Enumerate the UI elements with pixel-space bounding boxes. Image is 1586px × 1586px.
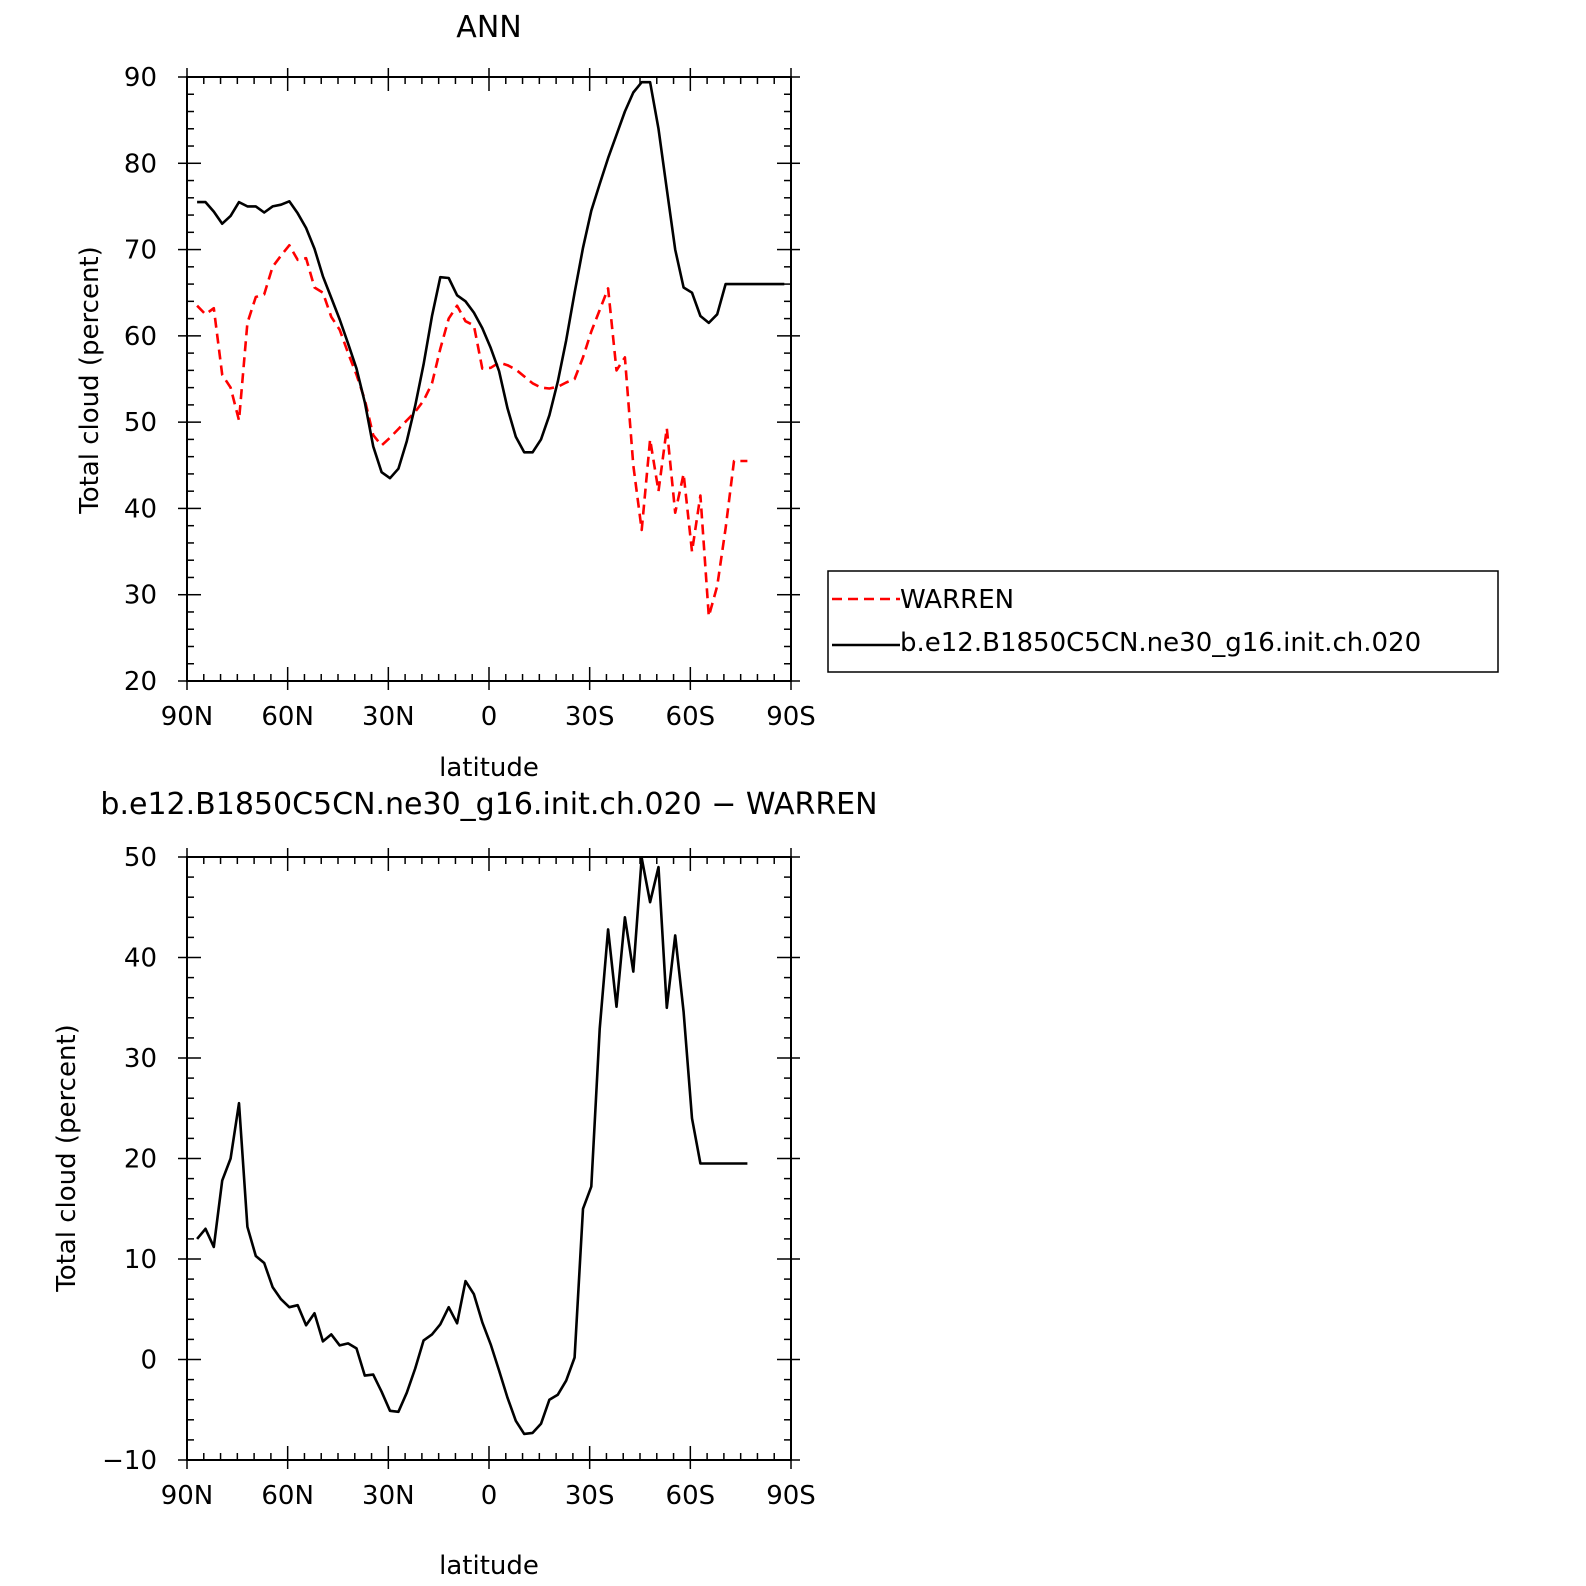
x-tick-label: 60N	[261, 702, 314, 732]
chart-bottom-series	[196, 856, 748, 1436]
series-line-0	[196, 856, 748, 1436]
y-tick-label: 70	[124, 236, 157, 266]
chart-bottom-ylabel: Total cloud (percent)	[52, 1024, 82, 1293]
y-tick-label: 20	[124, 667, 157, 697]
x-tick-label: 30N	[362, 702, 415, 732]
x-tick-label: 90S	[766, 1481, 816, 1511]
x-tick-label: 60S	[666, 702, 716, 732]
y-tick-label: 50	[124, 843, 157, 873]
chart-top-title: ANN	[456, 10, 521, 45]
chart-bottom-axes: 90N 60N 30N 0 30S 60S 90S −10 0 10 20 30 40 50	[102, 843, 816, 1511]
y-tick-label: 0	[140, 1346, 157, 1376]
chart-top-axes: 90N 60N 30N 0 30S 60S 90S 20 30 40 50 60 70 80 90	[124, 63, 816, 732]
y-tick-label: 40	[124, 944, 157, 974]
plot-frame	[186, 76, 792, 682]
legend-label-warren: WARREN	[900, 585, 1014, 615]
chart-bottom-title: b.e12.B1850C5CN.ne30_g16.init.ch.020 − W…	[100, 787, 877, 822]
x-tick-label: 0	[481, 702, 498, 732]
y-tick-label: 20	[124, 1145, 157, 1175]
y-tick-label: 30	[124, 581, 157, 611]
chart-top-series	[196, 80, 785, 618]
legend: WARREN b.e12.B1850C5CN.ne30_g16.init.ch.…	[827, 570, 1499, 673]
y-tick-label: 30	[124, 1044, 157, 1074]
x-tick-label: 0	[481, 1481, 498, 1511]
chart-top: ANN 90N 60N 30N 0 30S 60S 90S2030405060708090 …	[75, 10, 816, 783]
y-tick-label: 10	[124, 1245, 157, 1275]
chart-top-xlabel: latitude	[439, 753, 539, 783]
x-tick-label: 60N	[261, 1481, 314, 1511]
x-tick-label: 30S	[565, 1481, 615, 1511]
x-tick-label: 90N	[161, 1481, 214, 1511]
y-tick-label: −10	[102, 1446, 157, 1476]
y-tick-label: 40	[124, 494, 157, 524]
x-tick-label: 90S	[766, 702, 816, 732]
y-tick-label: 50	[124, 408, 157, 438]
series-line-0	[196, 244, 748, 618]
y-tick-label: 80	[124, 149, 157, 179]
y-tick-label: 90	[124, 63, 157, 93]
chart-bottom-xlabel: latitude	[439, 1551, 539, 1581]
x-tick-label: 60S	[666, 1481, 716, 1511]
legend-box	[827, 570, 1499, 673]
series-line-1	[197, 80, 785, 480]
chart-bottom: b.e12.B1850C5CN.ne30_g16.init.ch.020 − W…	[52, 787, 878, 1581]
chart-top-ylabel: Total cloud (percent)	[75, 246, 105, 515]
x-tick-label: 30N	[362, 1481, 415, 1511]
x-tick-label: 30S	[565, 702, 615, 732]
x-tick-label: 90N	[161, 702, 214, 732]
y-tick-label: 60	[124, 322, 157, 352]
legend-label-model: b.e12.B1850C5CN.ne30_g16.init.ch.020	[900, 628, 1421, 658]
